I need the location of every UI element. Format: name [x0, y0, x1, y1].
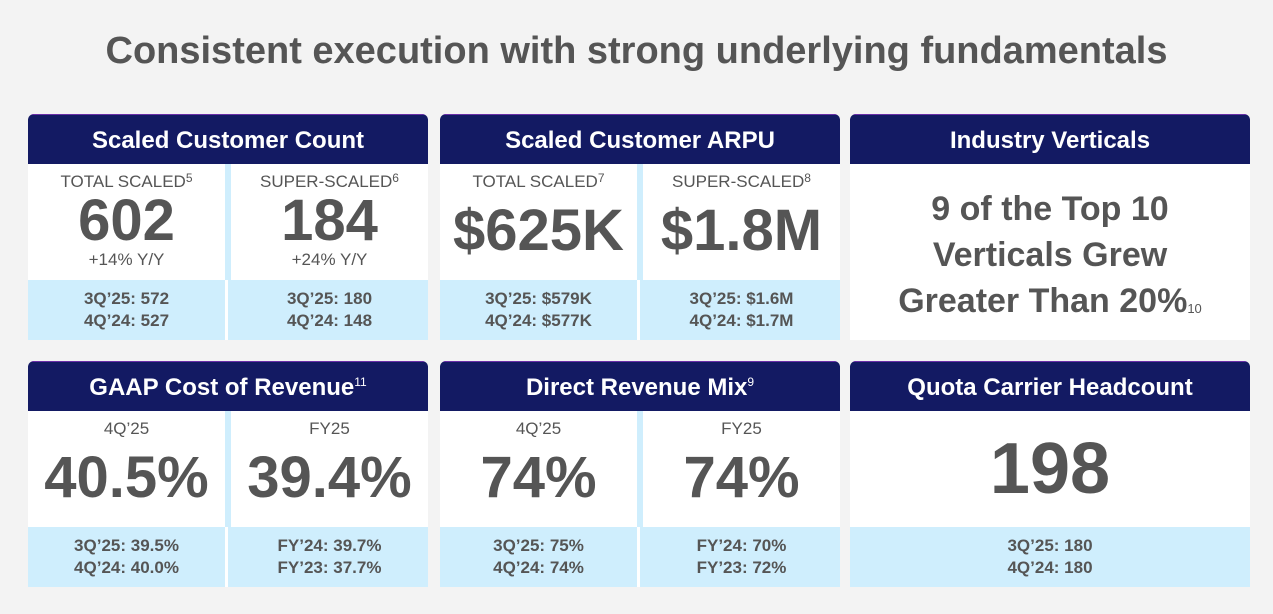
comparison-line: 3Q’25: $579K [485, 289, 592, 308]
comparison-line: 4Q’24: $577K [485, 311, 592, 330]
comparison-line: 3Q’25: 39.5% [74, 536, 179, 555]
metric-label: TOTAL SCALED7 [440, 172, 637, 192]
footnote-ref: 7 [597, 171, 605, 185]
comparison-line: 4Q’24: 74% [493, 558, 584, 577]
comparison-line: 4Q’24: 527 [83, 311, 170, 330]
metric-label: SUPER-SCALED6 [231, 172, 428, 192]
comparison-line: 3Q’25: 180 [1007, 536, 1093, 555]
comparison-line: 4Q’24: 148 [286, 311, 373, 330]
card-title: Scaled Customer Count [91, 127, 365, 154]
comparison-line: 4Q’24: 180 [1007, 558, 1093, 577]
card-header: GAAP Cost of Revenue11 [28, 361, 428, 411]
comparison-line: FY’23: 37.7% [277, 558, 382, 577]
footnote-ref: 10 [1187, 301, 1202, 316]
label-text: SUPER-SCALED [260, 172, 393, 191]
label-text: FY25 [309, 419, 350, 438]
comparison-line: FY’24: 70% [696, 536, 787, 555]
card-header: Industry Verticals [850, 114, 1250, 164]
statement-line: 9 of the Top 10 [931, 190, 1169, 228]
comparison-line: FY’24: 39.7% [277, 536, 382, 555]
gaap-cost-of-revenue-card: GAAP Cost of Revenue11 4Q’25 40.5% 3Q’25… [28, 361, 428, 587]
label-text: 4Q’25 [103, 419, 150, 438]
metric-column: TOTAL SCALED7 $625K 3Q’25: $579K 4Q’24: … [440, 164, 637, 340]
verticals-statement: 9 of the Top 10 Verticals Grew Greater T… [850, 164, 1250, 324]
metric-column: FY25 39.4% FY’24: 39.7% FY’23: 37.7% [225, 411, 428, 587]
metric-value: 602 [78, 188, 175, 253]
metric-column: FY25 74% FY’24: 70% FY’23: 72% [637, 411, 840, 587]
comparison-line: 3Q’25: $1.6M [689, 289, 794, 308]
metric-label: SUPER-SCALED8 [643, 172, 840, 192]
label-text: TOTAL SCALED [472, 172, 598, 191]
direct-revenue-mix-card: Direct Revenue Mix9 4Q’25 74% 3Q’25: 75%… [440, 361, 840, 587]
card-title: Direct Revenue Mix [525, 374, 748, 401]
metric-column: SUPER-SCALED6 184 +24% Y/Y 3Q’25: 180 4Q… [225, 164, 428, 340]
metric-value: 40.5% [44, 445, 209, 510]
metric-label: 4Q’25 [440, 419, 637, 439]
metric-label: FY25 [231, 419, 428, 439]
footnote-ref: 6 [392, 171, 399, 185]
card-title: GAAP Cost of Revenue [89, 374, 355, 401]
metric-value: 39.4% [247, 445, 412, 510]
scaled-customer-count-card: Scaled Customer Count TOTAL SCALED5 602 … [28, 114, 428, 340]
label-text: FY25 [721, 419, 762, 438]
yoy-change: +24% Y/Y [291, 250, 368, 269]
card-header: Direct Revenue Mix9 [440, 361, 840, 411]
comparison-line: FY’23: 72% [696, 558, 787, 577]
scaled-customer-arpu-card: Scaled Customer ARPU TOTAL SCALED7 $625K… [440, 114, 840, 340]
metric-label: FY25 [643, 419, 840, 439]
quota-headcount-card: Quota Carrier Headcount 198 3Q’25: 180 4… [850, 361, 1250, 587]
card-header: Quota Carrier Headcount [850, 361, 1250, 411]
metric-value: 74% [480, 445, 597, 510]
metric-value: 184 [281, 188, 378, 253]
comparison-footer: 3Q’25: 180 4Q’24: 148 [225, 280, 428, 340]
footnote-ref: 9 [747, 375, 755, 389]
footnote-ref: 5 [185, 171, 193, 185]
footnote-ref: 11 [354, 375, 367, 389]
statement-line: Greater Than 20% [898, 282, 1188, 320]
comparison-line: 3Q’25: 75% [493, 536, 584, 555]
yoy-change: +14% Y/Y [88, 250, 165, 269]
comparison-footer: FY’24: 39.7% FY’23: 37.7% [225, 527, 428, 587]
label-text: SUPER-SCALED [672, 172, 805, 191]
label-text: 4Q’25 [515, 419, 562, 438]
statement-line: Verticals Grew [932, 236, 1168, 274]
metric-column: SUPER-SCALED8 $1.8M 3Q’25: $1.6M 4Q’24: … [637, 164, 840, 340]
comparison-footer: 3Q’25: 180 4Q’24: 180 [850, 527, 1250, 587]
comparison-footer: 3Q’25: $1.6M 4Q’24: $1.7M [637, 280, 840, 340]
metric-label: 4Q’25 [28, 419, 225, 439]
comparison-footer: 3Q’25: 572 4Q’24: 527 [28, 280, 225, 340]
card-header: Scaled Customer ARPU [440, 114, 840, 164]
comparison-line: 3Q’25: 180 [286, 289, 373, 308]
page-title: Consistent execution with strong underly… [105, 30, 1168, 72]
comparison-line: 4Q’24: $1.7M [689, 311, 794, 330]
industry-verticals-card: Industry Verticals 9 of the Top 10 Verti… [850, 114, 1250, 340]
comparison-line: 3Q’25: 572 [83, 289, 170, 308]
metric-value: 74% [683, 445, 800, 510]
metric-column: TOTAL SCALED5 602 +14% Y/Y 3Q’25: 572 4Q… [28, 164, 225, 340]
comparison-footer: 3Q’25: 39.5% 4Q’24: 40.0% [28, 527, 225, 587]
comparison-footer: 3Q’25: 75% 4Q’24: 74% [440, 527, 637, 587]
metric-column: 4Q’25 40.5% 3Q’25: 39.5% 4Q’24: 40.0% [28, 411, 225, 587]
footnote-ref: 8 [804, 171, 811, 185]
metric-value: $625K [453, 198, 624, 263]
metric-column: 4Q’25 74% 3Q’25: 75% 4Q’24: 74% [440, 411, 637, 587]
label-text: TOTAL SCALED [60, 172, 186, 191]
metric-value: $1.8M [660, 198, 823, 263]
metric-label: TOTAL SCALED5 [28, 172, 225, 192]
card-header: Scaled Customer Count [28, 114, 428, 164]
headcount-value: 198 [989, 429, 1111, 509]
comparison-footer: 3Q’25: $579K 4Q’24: $577K [440, 280, 637, 340]
card-title: Scaled Customer ARPU [505, 127, 775, 154]
comparison-footer: FY’24: 70% FY’23: 72% [637, 527, 840, 587]
comparison-line: 4Q’24: 40.0% [74, 558, 179, 577]
